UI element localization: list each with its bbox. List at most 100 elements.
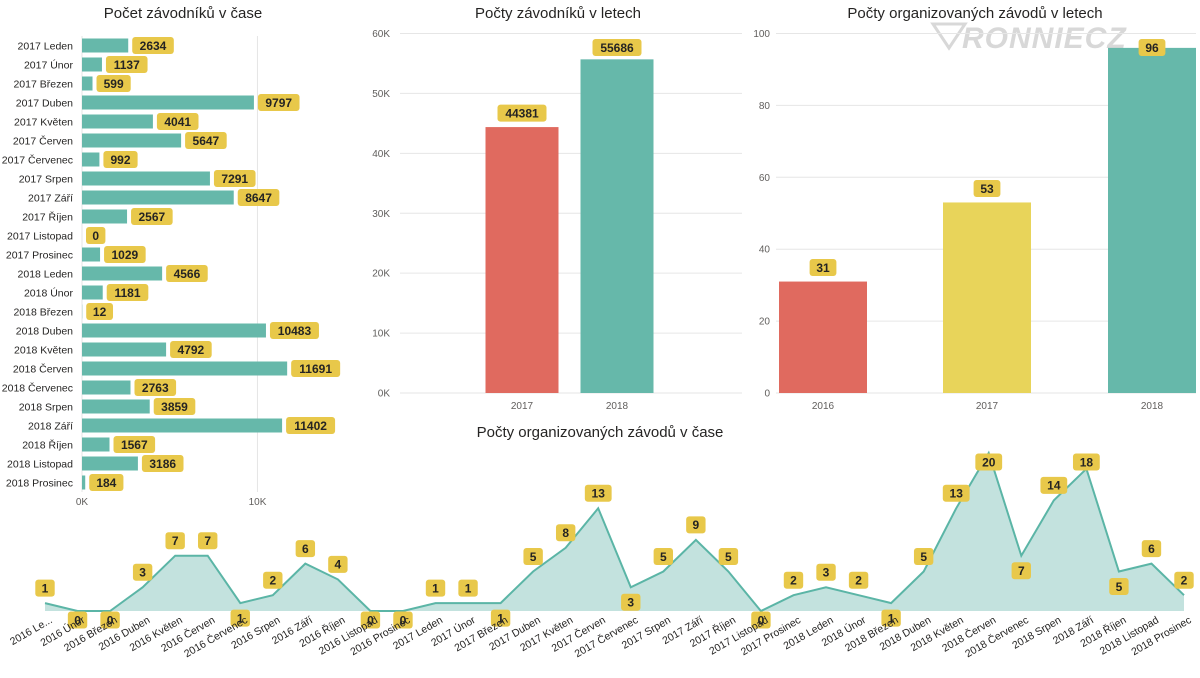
data-label: 1181 bbox=[115, 286, 141, 300]
x-tick-label: 0K bbox=[76, 497, 89, 508]
data-label: 4566 bbox=[174, 267, 201, 281]
category-label: 2018 Leden bbox=[18, 268, 74, 280]
y-tick-label: 20 bbox=[759, 317, 771, 328]
bar bbox=[82, 191, 234, 205]
bar bbox=[82, 457, 138, 471]
bar bbox=[581, 59, 654, 393]
data-label: 5 bbox=[530, 550, 537, 564]
category-label: 2017 Listopad bbox=[7, 230, 73, 242]
bar bbox=[82, 476, 85, 490]
bar bbox=[82, 286, 103, 300]
y-tick-label: 50K bbox=[372, 89, 390, 100]
y-tick-label: 60K bbox=[372, 29, 390, 40]
y-tick-label: 60 bbox=[759, 173, 771, 184]
bar bbox=[82, 134, 181, 148]
data-label: 5 bbox=[660, 550, 667, 564]
data-label: 1 bbox=[465, 581, 472, 595]
data-label: 3 bbox=[139, 566, 146, 580]
data-label: 31 bbox=[816, 261, 830, 275]
category-label: 2018 Červen bbox=[13, 362, 73, 375]
bar bbox=[82, 343, 166, 357]
category-label: 2018 Listopad bbox=[7, 458, 73, 470]
data-label: 2 bbox=[855, 574, 862, 588]
data-label: 8 bbox=[562, 526, 569, 540]
category-label: 2017 Září bbox=[28, 192, 73, 204]
chart-title: Počty organizovaných závodů v čase bbox=[477, 424, 724, 441]
y-tick-label: 10K bbox=[372, 329, 390, 340]
category-label: 2018 Prosinec bbox=[6, 477, 73, 489]
category-label: 2018 Září bbox=[28, 420, 73, 432]
category-label: 2018 Duben bbox=[16, 325, 73, 337]
y-tick-label: 0 bbox=[764, 389, 770, 400]
category-label: 2017 bbox=[976, 401, 999, 412]
bar bbox=[82, 172, 210, 186]
bar bbox=[82, 39, 128, 53]
chart-races-by-year: Počty organizovaných závodů v letech 0 20 4… bbox=[753, 5, 1196, 412]
data-label: 10483 bbox=[278, 324, 312, 338]
data-label: 7 bbox=[1018, 564, 1025, 578]
category-label: 2018 Červenec bbox=[2, 381, 73, 394]
category-label: 2017 Březen bbox=[13, 78, 73, 90]
data-label: 3186 bbox=[149, 457, 176, 471]
data-label: 20 bbox=[982, 455, 996, 469]
data-label: 2 bbox=[269, 574, 276, 588]
data-label: 14 bbox=[1047, 479, 1061, 493]
data-label: 1029 bbox=[112, 248, 139, 262]
chart-racers-by-year: Počty závodníků v letech0K10K20K30K40K50… bbox=[372, 5, 742, 412]
y-tick-label: 40K bbox=[372, 149, 390, 160]
logo-shape-icon bbox=[933, 24, 965, 48]
bar bbox=[82, 438, 109, 452]
data-label: 6 bbox=[302, 542, 309, 556]
bar bbox=[82, 381, 130, 395]
data-label: 11402 bbox=[294, 419, 327, 433]
data-label: 3 bbox=[627, 596, 634, 610]
chart-title: Počty organizovaných závodů v letech bbox=[847, 5, 1102, 22]
bar bbox=[1108, 48, 1196, 393]
bar bbox=[486, 127, 559, 393]
data-label: 11691 bbox=[299, 362, 332, 376]
bar bbox=[82, 324, 266, 338]
chart-title: Počet závodníků v čase bbox=[104, 5, 262, 22]
data-label: 9797 bbox=[265, 96, 292, 110]
data-label: 18 bbox=[1080, 455, 1094, 469]
bar bbox=[82, 267, 162, 281]
y-tick-label: 80 bbox=[759, 101, 771, 112]
category-label: 2017 Únor bbox=[24, 58, 74, 71]
data-label: 1 bbox=[42, 581, 49, 595]
data-label: 5647 bbox=[193, 134, 220, 148]
data-label: 7 bbox=[172, 534, 179, 548]
data-label: 55686 bbox=[600, 41, 634, 55]
data-label: 5 bbox=[1116, 580, 1123, 594]
bar bbox=[82, 115, 153, 129]
data-label: 6 bbox=[1148, 542, 1155, 556]
bar bbox=[82, 400, 150, 414]
data-label: 2 bbox=[1181, 574, 1188, 588]
bar bbox=[82, 362, 287, 376]
category-label: 2017 Říjen bbox=[22, 210, 73, 223]
y-tick-label: 40 bbox=[759, 245, 771, 256]
data-label: 7 bbox=[204, 534, 211, 548]
bar bbox=[82, 210, 127, 224]
bar bbox=[82, 248, 100, 262]
category-label: 2017 Květen bbox=[14, 116, 73, 128]
data-label: 4 bbox=[335, 558, 342, 572]
bar bbox=[82, 58, 102, 72]
bar bbox=[82, 96, 254, 110]
data-label: 1137 bbox=[114, 58, 140, 72]
data-label: 5 bbox=[920, 550, 927, 564]
category-label: 2018 bbox=[606, 401, 629, 412]
data-label: 992 bbox=[110, 153, 130, 167]
category-label: 2018 Říjen bbox=[22, 438, 73, 451]
category-label: 2017 bbox=[511, 401, 534, 412]
data-label: 44381 bbox=[505, 106, 539, 120]
data-label: 2567 bbox=[138, 210, 165, 224]
category-label: 2018 Únor bbox=[24, 286, 74, 299]
data-label: 7291 bbox=[221, 172, 248, 186]
y-tick-label: 30K bbox=[372, 209, 390, 220]
y-tick-label: 20K bbox=[372, 269, 390, 280]
category-label: 2018 bbox=[1141, 401, 1164, 412]
data-label: 0 bbox=[92, 229, 99, 243]
